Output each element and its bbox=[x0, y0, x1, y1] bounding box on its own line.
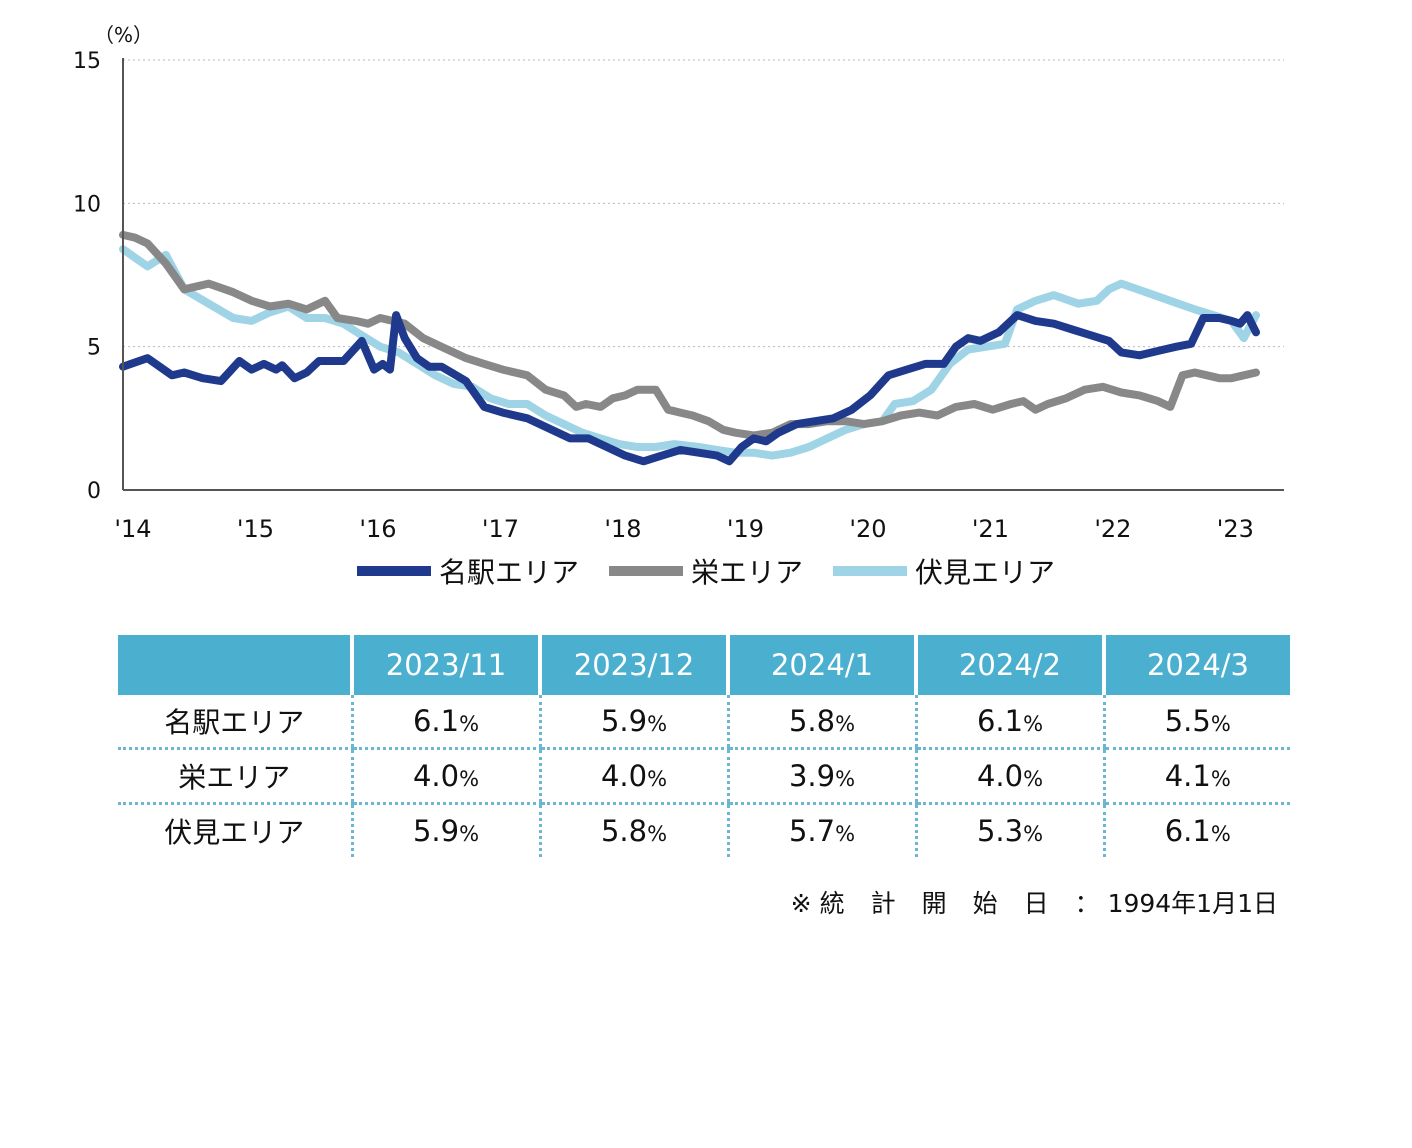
x-tick-label: '18 bbox=[604, 515, 641, 543]
cell-value: 3.9 bbox=[788, 759, 836, 793]
cell-value: 4.1 bbox=[1164, 759, 1211, 793]
vacancy-rate-line-chart: （%） 0 5 10 15 '14 '15 '16 '17 '18 '19 '20 '21 '22 '2… bbox=[73, 23, 1284, 543]
series-line-sakae bbox=[119, 230, 1260, 440]
table-row: 名駅エリア 6.1% 5.9% 5.8% 6.1% 5.5% bbox=[118, 695, 1290, 750]
table-cell: 6.1% bbox=[350, 695, 540, 750]
x-tick-label: '23 bbox=[1217, 515, 1254, 543]
series-lines bbox=[119, 230, 1260, 466]
series-line-meieki bbox=[119, 311, 1260, 466]
row-label: 伏見エリア bbox=[164, 816, 305, 849]
table-cell: 4.0% bbox=[538, 748, 728, 805]
legend-item-sakae: 栄エリア bbox=[608, 551, 803, 591]
statistics-start-note: ※ 統計開始日： 1994年1月1日 bbox=[791, 884, 1278, 920]
vacancy-rate-table: 2023/11 2023/12 2024/1 2024/2 2024/3 名駅エ… bbox=[118, 635, 1290, 857]
x-tick-label: '14 bbox=[114, 515, 151, 543]
x-tick-label: '22 bbox=[1094, 515, 1131, 543]
x-tick-label: '17 bbox=[482, 515, 519, 543]
table-header-cell: 2023/12 bbox=[538, 635, 728, 695]
note-colon: ： bbox=[1074, 889, 1100, 918]
series-line-fushimi bbox=[119, 245, 1260, 460]
cell-unit: % bbox=[1023, 767, 1044, 791]
note-label: 統計開始日 bbox=[819, 889, 1075, 918]
cell-unit: % bbox=[647, 767, 668, 791]
table-header-cell: 2023/11 bbox=[350, 635, 540, 695]
cell-value: 5.7 bbox=[788, 814, 836, 848]
table-cell: 4.0% bbox=[914, 748, 1104, 805]
cell-value: 4.0 bbox=[976, 759, 1024, 793]
cell-value: 4.0 bbox=[600, 759, 648, 793]
cell-value: 4.0 bbox=[412, 759, 460, 793]
cell-value: 6.1 bbox=[1164, 814, 1211, 848]
x-tick-label: '21 bbox=[972, 515, 1009, 543]
y-tick-label: 0 bbox=[87, 479, 101, 504]
table-cell: 3.9% bbox=[726, 748, 916, 805]
legend-label-sakae: 栄エリア bbox=[690, 556, 803, 589]
cell-unit: % bbox=[459, 767, 480, 791]
table-cell: 4.0% bbox=[350, 748, 540, 805]
table-row: 栄エリア 4.0% 4.0% 3.9% 4.0% 4.1% bbox=[118, 748, 1290, 805]
table-cell: 5.8% bbox=[726, 695, 916, 750]
table-cell: 5.3% bbox=[914, 803, 1104, 857]
table-cell: 5.5% bbox=[1102, 695, 1290, 750]
cell-unit: % bbox=[459, 712, 480, 736]
cell-unit: % bbox=[835, 712, 856, 736]
cell-unit: % bbox=[647, 822, 668, 846]
row-label: 名駅エリア bbox=[118, 695, 352, 750]
cell-value: 5.8 bbox=[600, 814, 648, 848]
cell-unit: % bbox=[1210, 712, 1231, 736]
table-header-cell: 2024/2 bbox=[914, 635, 1104, 695]
cell-value: 5.9 bbox=[600, 704, 648, 738]
y-axis-unit-label: （%） bbox=[94, 23, 153, 47]
table-cell: 4.1% bbox=[1102, 748, 1290, 805]
cell-unit: % bbox=[647, 712, 668, 736]
cell-value: 5.5 bbox=[1164, 704, 1211, 738]
legend-item-meieki: 名駅エリア bbox=[356, 551, 579, 591]
y-tick-label: 5 bbox=[87, 336, 101, 361]
table-header-cell: 2024/1 bbox=[726, 635, 916, 695]
chart-legend: 名駅エリア 栄エリア 伏見エリア bbox=[0, 547, 1412, 595]
y-axis-tick-labels: 0 5 10 15 bbox=[73, 49, 101, 504]
horizontal-grid-lines bbox=[123, 59, 1284, 348]
cell-unit: % bbox=[459, 822, 480, 846]
cell-unit: % bbox=[1210, 767, 1231, 791]
legend-swatch-sakae bbox=[608, 566, 683, 576]
cell-unit: % bbox=[835, 767, 856, 791]
x-tick-label: '15 bbox=[237, 515, 274, 543]
cell-value: 5.8 bbox=[788, 704, 836, 738]
table-header-row: 2023/11 2023/12 2024/1 2024/2 2024/3 bbox=[118, 635, 1290, 695]
legend-label-meieki: 名駅エリア bbox=[438, 556, 579, 589]
table-cell: 6.1% bbox=[1102, 803, 1290, 857]
table-cell: 5.7% bbox=[726, 803, 916, 857]
table-row: 伏見エリア 5.9% 5.8% 5.7% 5.3% 6.1% bbox=[118, 803, 1290, 857]
y-tick-label: 10 bbox=[73, 192, 101, 217]
legend-item-fushimi: 伏見エリア bbox=[833, 551, 1055, 591]
table-cell: 5.8% bbox=[538, 803, 728, 857]
cell-unit: % bbox=[1210, 822, 1231, 846]
cell-value: 6.1 bbox=[976, 704, 1024, 738]
legend-label-fushimi: 伏見エリア bbox=[915, 556, 1056, 589]
table-header-cell: 2024/3 bbox=[1102, 635, 1290, 695]
x-tick-label: '20 bbox=[849, 515, 886, 543]
table-cell: 6.1% bbox=[914, 695, 1104, 750]
note-prefix: ※ bbox=[790, 889, 812, 918]
row-label: 栄エリア bbox=[118, 748, 352, 805]
legend-swatch-meieki bbox=[356, 566, 431, 576]
cell-unit: % bbox=[1023, 712, 1044, 736]
note-date: 1994年1月1日 bbox=[1107, 889, 1278, 918]
cell-value: 5.9 bbox=[412, 814, 460, 848]
x-axis-tick-labels: '14 '15 '16 '17 '18 '19 '20 '21 '22 '23 bbox=[114, 515, 1254, 543]
y-tick-label: 15 bbox=[73, 49, 101, 74]
table-cell: 5.9% bbox=[538, 695, 728, 750]
legend-swatch-fushimi bbox=[833, 566, 907, 576]
cell-unit: % bbox=[835, 822, 856, 846]
cell-value: 6.1 bbox=[412, 704, 460, 738]
x-tick-label: '16 bbox=[359, 515, 396, 543]
table-header-corner bbox=[118, 635, 352, 695]
cell-value: 5.3 bbox=[976, 814, 1024, 848]
table-cell: 5.9% bbox=[350, 803, 540, 857]
x-tick-label: '19 bbox=[727, 515, 764, 543]
cell-unit: % bbox=[1023, 822, 1044, 846]
